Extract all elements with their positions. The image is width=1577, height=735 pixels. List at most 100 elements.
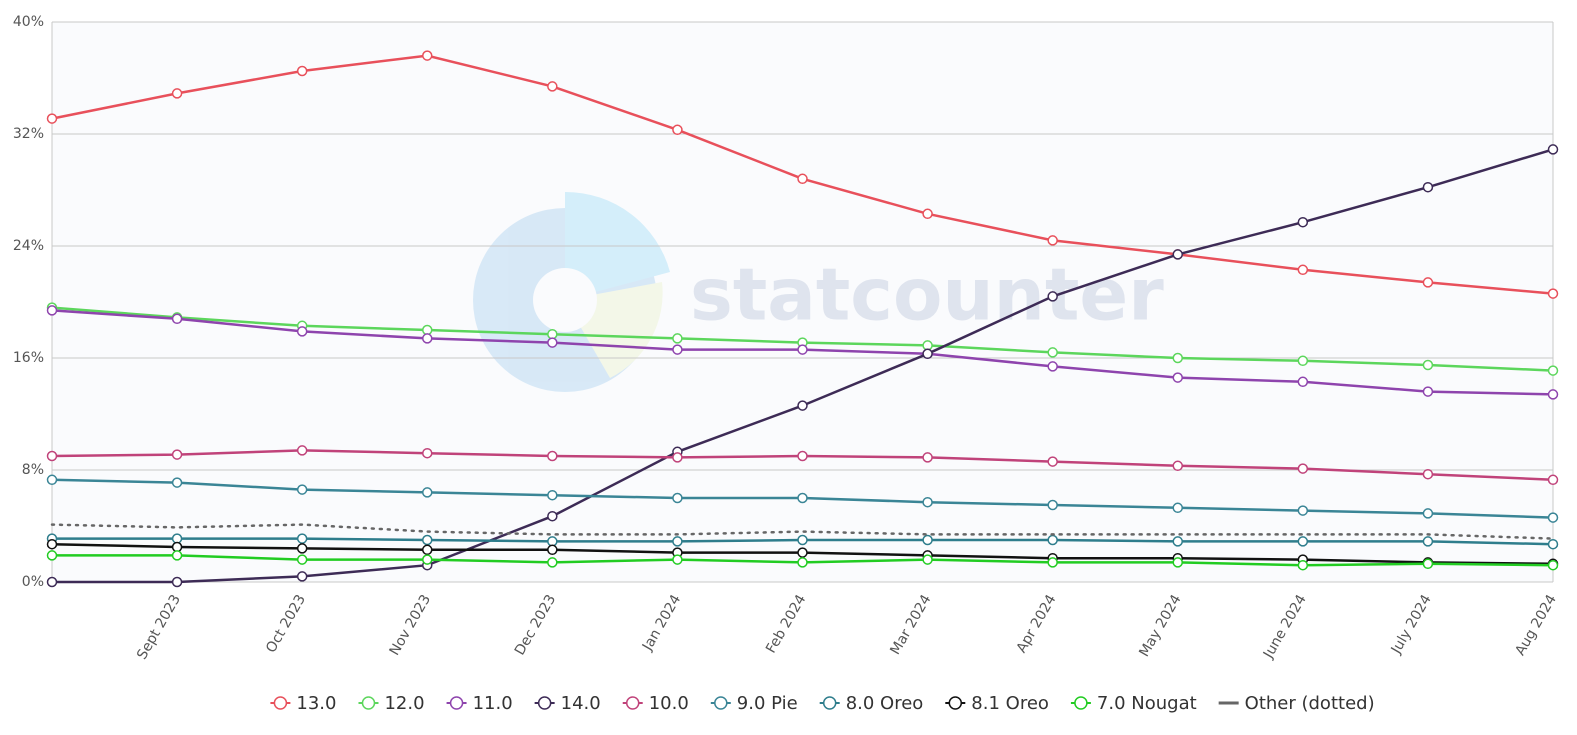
data-point: [672, 536, 683, 547]
data-point: [672, 554, 683, 565]
y-tick-label: 8%: [22, 462, 44, 478]
data-point: [547, 557, 558, 568]
data-point: [1547, 365, 1559, 376]
y-tick-label: 16%: [13, 350, 44, 366]
data-point: [46, 576, 58, 588]
data-point: [296, 65, 308, 77]
legend-item: 11.0: [446, 693, 513, 714]
legend-item: Other (dotted): [1218, 693, 1375, 714]
data-point: [797, 547, 808, 558]
legend-item: 8.0 Oreo: [819, 693, 923, 714]
legend-label: 11.0: [473, 693, 513, 714]
data-point: [672, 492, 683, 504]
legend-item: 7.0 Nougat: [1070, 693, 1197, 714]
data-point: [422, 50, 433, 61]
data-point: [1297, 355, 1309, 367]
legend-marker: [822, 696, 837, 710]
data-point: [422, 487, 433, 498]
legend-item: 9.0 Pie: [710, 693, 798, 714]
legend-item: 10.0: [622, 693, 689, 714]
x-tick-label: Mar 2024: [887, 592, 934, 658]
data-point: [171, 576, 183, 588]
data-point: [797, 492, 808, 504]
data-point: [797, 534, 808, 546]
legend-label: 12.0: [384, 693, 424, 714]
data-point: [1422, 277, 1434, 288]
legend-marker: [948, 696, 963, 710]
data-point: [1047, 291, 1058, 302]
data-point: [547, 81, 558, 92]
data-point: [1297, 216, 1309, 228]
data-point: [1422, 536, 1434, 547]
data-point: [422, 534, 433, 546]
legend-item: 12.0: [358, 693, 425, 714]
data-point: [1547, 474, 1559, 486]
data-point: [46, 474, 58, 486]
x-tick-label: Oct 2023: [263, 592, 309, 656]
data-point: [672, 452, 683, 463]
data-point: [1047, 347, 1058, 358]
data-point: [1547, 288, 1559, 299]
y-tick-label: 0%: [22, 574, 44, 590]
legend-marker: [714, 696, 728, 710]
series-line: [50, 523, 1555, 540]
legend-marker: [625, 696, 640, 710]
data-point: [1422, 468, 1434, 480]
data-point: [296, 533, 308, 544]
data-point: [797, 344, 808, 355]
y-tick-label: 32%: [13, 126, 44, 142]
x-tick-label: Jan 2024: [639, 592, 684, 654]
data-point: [547, 489, 558, 501]
data-point: [296, 554, 308, 565]
legend-label: Other (dotted): [1245, 693, 1375, 714]
y-tick-label: 24%: [13, 238, 44, 254]
data-point: [1172, 502, 1183, 514]
data-point: [1547, 389, 1559, 400]
data-point: [1547, 144, 1559, 155]
data-point: [1172, 249, 1183, 260]
legend-marker: [449, 696, 464, 710]
data-point: [1547, 538, 1559, 550]
data-point: [1047, 499, 1058, 511]
data-point: [1547, 512, 1559, 523]
legend-label: 10.0: [649, 693, 689, 714]
data-point: [1172, 352, 1183, 364]
x-tick-label: May 2024: [1136, 592, 1184, 660]
data-point: [422, 544, 433, 556]
data-point: [1297, 536, 1309, 547]
data-point: [1422, 359, 1434, 371]
data-point: [922, 452, 933, 463]
data-point: [547, 337, 558, 348]
data-point: [1297, 505, 1309, 516]
x-tick-label: Dec 2023: [512, 592, 559, 658]
legend-item: 8.1 Oreo: [945, 693, 1049, 714]
data-point: [46, 113, 58, 124]
legend-item: 13.0: [270, 693, 336, 714]
data-point: [1297, 559, 1309, 571]
data-point: [1047, 235, 1058, 246]
data-point: [1422, 508, 1434, 519]
data-point: [797, 557, 808, 568]
data-point: [171, 88, 183, 99]
data-point: [296, 445, 308, 456]
data-point: [1297, 376, 1309, 388]
data-point: [1422, 386, 1434, 397]
data-point: [1172, 536, 1183, 547]
data-point: [672, 124, 683, 136]
data-point: [171, 313, 183, 325]
data-point: [1047, 534, 1058, 546]
data-point: [1422, 558, 1434, 570]
legend-marker: [537, 696, 552, 710]
data-point: [171, 550, 183, 561]
data-point: [922, 348, 933, 360]
data-point: [296, 571, 308, 582]
x-tick-label: Sept 2023: [134, 592, 184, 662]
data-point: [797, 450, 808, 462]
data-point: [797, 400, 808, 411]
data-point: [1172, 557, 1183, 568]
watermark-text: statcounter: [690, 253, 1164, 337]
data-point: [296, 543, 308, 554]
data-point: [46, 305, 58, 316]
data-point: [171, 477, 183, 488]
